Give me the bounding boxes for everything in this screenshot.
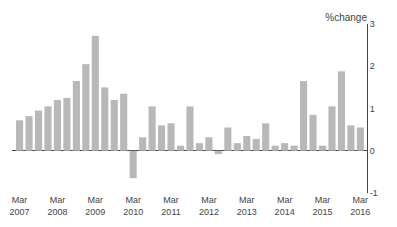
svg-text:%change: %change xyxy=(325,12,367,23)
svg-text:2: 2 xyxy=(370,61,375,71)
svg-text:Mar2012: Mar2012 xyxy=(199,195,219,217)
svg-text:0: 0 xyxy=(370,146,375,156)
svg-text:Mar2014: Mar2014 xyxy=(275,195,295,217)
svg-text:Mar2015: Mar2015 xyxy=(312,195,332,217)
svg-text:Mar2007: Mar2007 xyxy=(10,195,30,217)
svg-text:Mar2011: Mar2011 xyxy=(161,195,180,217)
svg-text:-1: -1 xyxy=(370,188,378,198)
svg-text:Mar2008: Mar2008 xyxy=(47,195,67,217)
svg-text:1: 1 xyxy=(370,104,375,114)
svg-text:Mar2013: Mar2013 xyxy=(237,195,257,217)
svg-text:Mar2016: Mar2016 xyxy=(350,195,370,217)
svg-text:Mar2010: Mar2010 xyxy=(123,195,143,217)
svg-text:Mar2009: Mar2009 xyxy=(85,195,105,217)
svg-text:3: 3 xyxy=(370,19,375,29)
